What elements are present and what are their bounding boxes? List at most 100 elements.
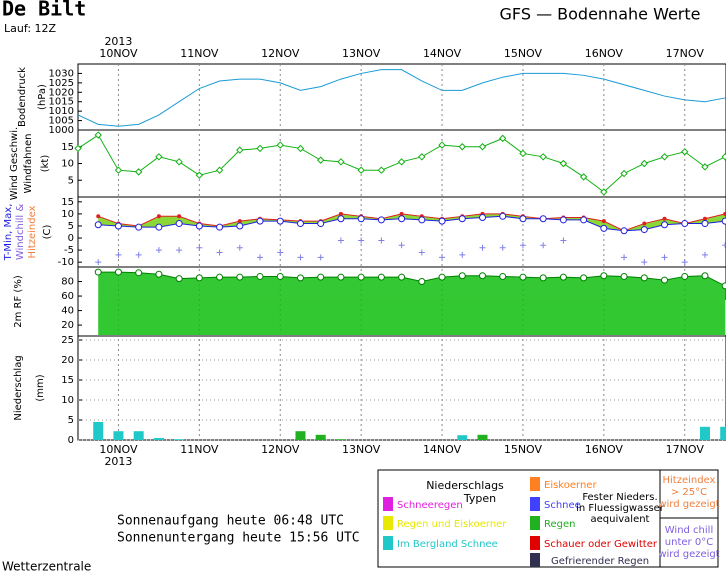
marker — [337, 273, 345, 281]
y-axis-label: Niederschlag — [13, 355, 24, 420]
marker — [216, 223, 224, 231]
marker — [337, 158, 345, 166]
marker — [681, 259, 688, 266]
x-tick-label: 10NOV — [99, 47, 138, 60]
marker — [458, 272, 466, 280]
marker — [175, 220, 183, 228]
marker — [519, 149, 527, 158]
marker — [398, 273, 406, 281]
marker — [276, 272, 284, 280]
y-tick-label: 15 — [61, 375, 74, 386]
legend-swatch — [383, 516, 393, 530]
marker — [499, 244, 506, 251]
source: Wetterzentrale — [2, 560, 91, 574]
sunset: Sonnenuntergang heute 15:56 UTC — [117, 531, 360, 546]
legend-chill: wird gezeigt — [658, 549, 719, 560]
legend-label: Regen und Eiskoerner — [397, 519, 507, 530]
legend-title: Typen — [463, 492, 496, 505]
y-axis-label: T-Min, Max, — [3, 204, 14, 262]
marker — [156, 214, 161, 219]
marker — [74, 144, 82, 153]
marker — [579, 173, 588, 181]
marker — [357, 273, 365, 281]
y-axis-label: Hitzeindex — [27, 205, 38, 258]
marker — [94, 268, 102, 276]
marker — [176, 247, 183, 254]
y-tick-label: 1010 — [49, 106, 74, 117]
legend-label: Regen — [544, 519, 576, 530]
marker — [479, 214, 486, 222]
marker — [95, 259, 102, 266]
marker — [236, 146, 244, 154]
marker — [357, 215, 365, 223]
marker — [358, 237, 365, 244]
year-label: 2013 — [104, 455, 132, 468]
marker — [276, 141, 284, 149]
marker — [660, 153, 669, 161]
marker — [701, 163, 709, 171]
marker — [560, 237, 567, 244]
temp-band — [98, 213, 726, 231]
marker — [114, 268, 122, 276]
marker — [256, 272, 264, 280]
marker — [600, 224, 608, 232]
x-tick-label: 14NOV — [423, 443, 462, 456]
precip-bar — [720, 426, 726, 440]
legend-swatch — [383, 536, 393, 550]
x-tick-label: 17NOV — [666, 443, 705, 456]
y-tick-label: 0 — [68, 233, 74, 244]
y-tick-label: 5 — [68, 175, 74, 186]
marker — [216, 273, 224, 281]
marker — [640, 274, 648, 282]
marker — [519, 242, 526, 249]
legend-label: Schneeregen — [397, 500, 463, 511]
x-tick-label: 16NOV — [585, 47, 624, 60]
marker — [237, 219, 242, 224]
year-label: 2013 — [104, 35, 132, 48]
marker — [559, 159, 568, 168]
marker — [539, 153, 547, 161]
marker — [296, 220, 304, 228]
marker — [337, 215, 345, 223]
marker — [640, 226, 648, 234]
x-tick-label: 11NOV — [180, 443, 219, 456]
y-axis-label: (mm) — [35, 374, 46, 401]
run: Lauf: 12Z — [4, 22, 57, 35]
marker — [195, 274, 203, 282]
marker — [640, 159, 649, 168]
y-tick-label: 15 — [61, 142, 74, 153]
legend-chill: unter 0°C — [665, 537, 713, 548]
y-axis-label: Bodendruck — [17, 67, 28, 127]
marker — [539, 215, 547, 223]
y-axis-label: Wind Geschwi. — [9, 127, 20, 200]
y-axis-label: (C) — [42, 225, 53, 240]
marker — [94, 131, 102, 139]
marker — [642, 221, 647, 226]
marker — [722, 242, 726, 249]
marker — [316, 156, 325, 164]
station: De Bilt — [2, 0, 86, 21]
legend-label: Im Bergland Schnee — [397, 539, 498, 550]
y-axis-label: Windchill & — [15, 204, 26, 260]
panel — [77, 63, 726, 131]
marker — [256, 144, 264, 153]
marker — [215, 166, 224, 174]
legend-label: Schauer oder Gewitter — [544, 539, 658, 550]
marker — [175, 158, 183, 166]
y-tick-label: 10 — [61, 159, 74, 170]
y-tick-label: 1030 — [49, 68, 74, 79]
marker — [296, 274, 304, 282]
precip-bar — [133, 431, 144, 440]
marker — [276, 217, 284, 225]
marker — [701, 220, 709, 228]
marker — [723, 211, 726, 216]
marker — [479, 272, 486, 280]
marker — [681, 220, 689, 228]
marker — [256, 217, 264, 225]
marker — [397, 158, 406, 166]
marker — [661, 276, 669, 284]
marker — [236, 273, 244, 281]
panel — [77, 196, 726, 268]
x-tick-label: 15NOV — [504, 443, 543, 456]
marker — [620, 169, 628, 178]
